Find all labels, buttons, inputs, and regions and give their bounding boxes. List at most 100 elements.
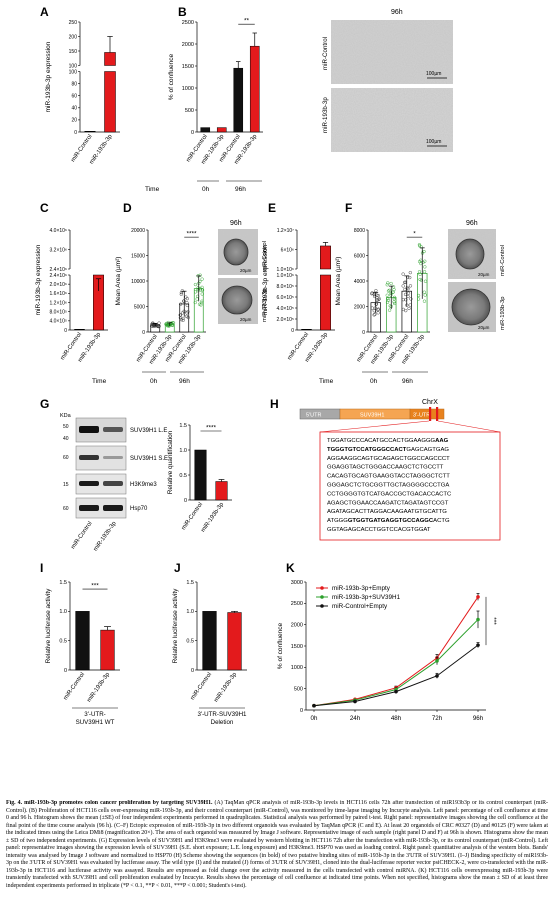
d-organoid-mir [221,285,253,315]
F-point [422,299,427,303]
western-kda-label: KDa [60,413,72,419]
seq-segment: GAGCAGTGAG [406,447,449,453]
e-time-label: Time [319,378,334,385]
panel-label-b: B [178,5,187,19]
f-micro-label-mir: miR-193b-3p [500,296,506,330]
F-point [392,297,396,301]
F-point [377,297,381,302]
D-point [155,324,160,328]
F-point [422,290,426,294]
marker-2: 60 [63,455,69,461]
F-point [376,311,380,315]
K-series-point [476,643,480,647]
K-series-point [435,674,439,678]
D-ylabel: Mean Area (µm²) [115,257,122,306]
seq-segment: AGGAAGGCAGTGCAGAGCTGGCCAGCCCT [327,456,450,462]
K-xtick-label: 48h [391,715,402,722]
E-ytick-label: 4.0×10⁵ [276,306,294,312]
F-point [418,277,422,282]
b-group-96h: 96h [235,186,246,193]
marker-1: 40 [63,436,69,442]
G-ylabel: Relative quantification [167,430,174,494]
f-organoid-control [455,238,485,270]
d-micro-label-mir: miR-193b-3p [262,288,268,322]
F-point [374,289,378,293]
A-ytick-label: 40 [71,106,77,112]
blot-h3k9me3-band-control [79,481,99,486]
D-point [178,313,182,317]
f-micrographs: 96h miR-Control miR-193b-3p 20µm 20µm [448,220,506,332]
J-ytick-label: 0.5 [186,638,194,644]
B-ytick-label: 2500 [182,20,194,26]
d-micrographs: 96h miR-Control miR-193b-3p 20µm 20µm [218,220,268,324]
K-xtick-label: 96h [473,715,484,722]
F-point [401,298,405,302]
D-point [185,301,189,305]
J-ytick-label: 1.0 [186,609,194,615]
D-point [200,277,204,281]
A-ytick-label: 80 [71,81,77,87]
K-xtick-label: 24h [350,715,361,722]
B-ytick-label: 1000 [182,86,194,92]
C-ytick-label: 1.2×10⁶ [50,300,68,306]
K-series-point [394,689,398,694]
F-point [406,291,411,295]
G-bar [215,481,228,501]
F-point [373,312,377,316]
F-point [370,291,374,295]
E-ytick-label: 0 [291,328,294,334]
C-bar [74,329,85,330]
utr-scheme: ChrX 5'UTR SUV39H1 3'-UTR TGGATGCCCACATG… [299,399,501,541]
f-micro-label-control: miR-Control [500,245,506,276]
D-point [165,321,169,326]
blot-suv-le-band-mir [103,427,123,432]
seq-segment: GGAGGTAGCTGGGACCAAGCTCTGCCTT [327,465,444,471]
f-group-0h: 0h [370,378,378,385]
blot-suv-se-band-mir [103,456,123,459]
band-label-1: SUV39H1 S.E [130,456,168,462]
C-ytick-label: 4.0×10⁵ [49,319,67,325]
A-ytick-label: 250 [69,20,78,26]
scheme-zoom-right [437,420,501,433]
D-point [180,289,184,293]
scheme-5utr-label: 5'UTR [306,413,321,419]
b-group-0h: 0h [202,186,210,193]
K-series-point [353,699,357,704]
F-point [408,270,412,275]
D-ytick-label: 5000 [134,304,145,310]
F-point [392,295,397,299]
j-construct-label: 3'-UTR-SUV39H1 Deletion [198,711,248,726]
E-ylabel: miR-193b-3p expression [262,244,269,315]
figure-caption: Fig. 4. miR-193b-3p promotes colon cance… [6,800,548,916]
J-ylabel: Relative luciferase activity [172,588,179,664]
D-point [193,282,198,287]
D-point [179,302,183,306]
A-bar-lower [104,71,116,133]
D-point [184,314,189,319]
D-point [200,299,204,303]
J-xtick-label: miR-193b-3p [213,671,238,703]
A-ytick-label: 100 [69,69,78,75]
panel-label-f: F [345,201,352,215]
marker-3: 15 [63,482,69,488]
caption-body: (A) TaqMan qPCR analysis of miR-193b-3p … [6,800,548,890]
blot-hsp70 [75,497,127,519]
F-point [418,272,422,276]
F-point [403,287,407,292]
K-legend-marker [320,604,324,608]
F-point [423,279,428,283]
I-ylabel: Relative luciferase activity [45,588,52,664]
J-ytick-label: 0 [191,668,194,674]
F-point [389,281,393,286]
panel-label-i: I [40,561,43,575]
F-ytick-label: 6000 [354,253,365,259]
e-time-axis: Time [319,378,334,385]
C-ytick-label: 2.0×10⁶ [50,282,68,288]
chart-c: 0 4.0×10⁵ 8.0×10⁵ 1.2×10⁶ 1.6×10⁶ 2.0×10⁶ 2.4×… [35,228,108,364]
panel-label-g: G [40,397,49,411]
K-ylabel: % of confluence [277,622,284,669]
seq-binding-site: GTGGTGATGAGGTGCCAGGC [348,518,434,524]
K-ytick-label: 2000 [291,622,303,628]
F-point [386,281,390,285]
